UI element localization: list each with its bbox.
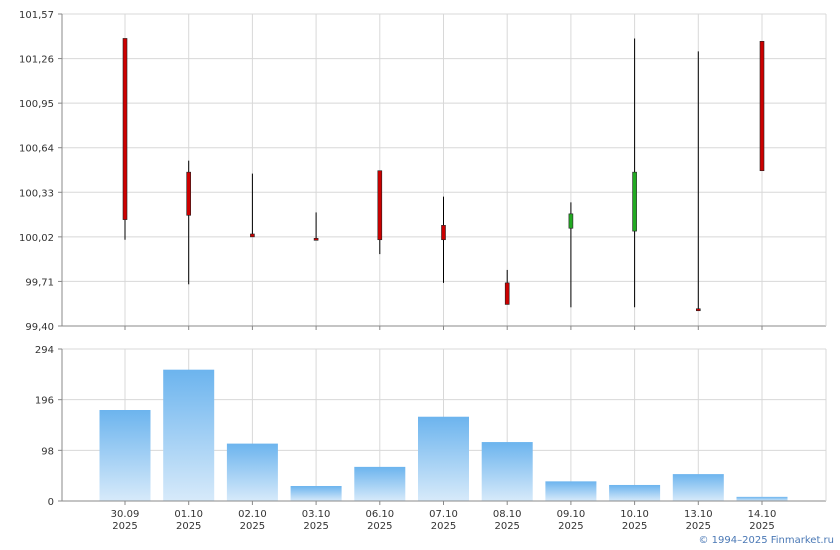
year-tick-label: 2025 — [622, 521, 647, 532]
date-tick-label: 03.10 — [302, 509, 331, 520]
volume-bar — [354, 466, 406, 501]
price-tick-label: 101,57 — [19, 10, 54, 21]
volume-bar — [481, 442, 533, 501]
candle — [441, 196, 446, 283]
price-panel: 99,40 99,71 100,02 100,33 100,64 100,95 101,26… — [19, 10, 827, 333]
year-tick-label: 2025 — [749, 521, 774, 532]
candle-body — [441, 225, 446, 241]
candle — [186, 160, 191, 285]
candle — [568, 202, 574, 308]
volume-bar — [545, 481, 597, 501]
date-tick-label: 13.10 — [684, 509, 713, 520]
candle-body — [122, 38, 128, 220]
volume-bar — [290, 486, 342, 501]
volume-tick-label: 0 — [48, 497, 54, 508]
copyright-credit[interactable]: © 1994–2025 Finmarket.ru — [698, 535, 834, 546]
volume-tick-label: 196 — [35, 396, 54, 407]
candle — [377, 170, 383, 255]
volume-bar — [609, 484, 661, 501]
volume-bar — [163, 369, 215, 501]
candle — [759, 41, 765, 172]
date-tick-label: 14.10 — [748, 509, 777, 520]
candle-body — [759, 41, 765, 172]
candle — [250, 173, 255, 238]
date-tick-label: 30.09 — [111, 509, 140, 520]
year-tick-label: 2025 — [686, 521, 711, 532]
year-tick-label: 2025 — [367, 521, 392, 532]
price-tick-label: 100,02 — [19, 233, 54, 244]
price-tick-label: 99,40 — [25, 322, 54, 333]
date-tick-label: 09.10 — [557, 509, 586, 520]
volume-bar — [418, 416, 469, 501]
volume-bar — [736, 496, 788, 501]
date-tick-label: 06.10 — [365, 509, 394, 520]
price-tick-label: 100,33 — [19, 188, 54, 199]
date-tick-label: 07.10 — [429, 509, 458, 520]
volume-tick-label: 98 — [41, 446, 54, 457]
date-tick-label: 02.10 — [238, 509, 267, 520]
year-tick-label: 2025 — [431, 521, 456, 532]
candle-body — [568, 213, 574, 229]
candle — [504, 269, 510, 305]
volume-panel: 0 98 196 294 — [35, 345, 827, 508]
year-tick-label: 2025 — [112, 521, 137, 532]
date-axis: 30.09202501.10202502.10202503.10202506.1… — [111, 501, 777, 532]
candle-body — [632, 171, 637, 232]
candle-body — [313, 237, 319, 241]
year-tick-label: 2025 — [494, 521, 519, 532]
year-tick-label: 2025 — [558, 521, 583, 532]
candle-body — [186, 171, 191, 216]
candle — [313, 212, 319, 241]
date-tick-label: 10.10 — [620, 509, 649, 520]
volume-bar — [99, 410, 151, 501]
year-tick-label: 2025 — [303, 521, 328, 532]
volume-bar — [226, 443, 278, 501]
candle — [632, 38, 637, 308]
year-tick-label: 2025 — [240, 521, 265, 532]
candle — [122, 38, 128, 240]
price-tick-label: 101,26 — [19, 55, 54, 66]
date-tick-label: 01.10 — [174, 509, 203, 520]
candle-body — [695, 308, 701, 312]
price-tick-label: 100,64 — [19, 144, 54, 155]
candle-body — [377, 170, 383, 241]
volume-tick-label: 294 — [35, 345, 54, 356]
candle — [695, 51, 701, 312]
price-tick-label: 100,95 — [19, 99, 54, 110]
candle-body — [250, 233, 255, 238]
date-tick-label: 08.10 — [493, 509, 522, 520]
price-tick-label: 99,71 — [25, 277, 54, 288]
year-tick-label: 2025 — [176, 521, 201, 532]
volume-bar — [672, 474, 724, 501]
candle-body — [504, 282, 510, 305]
